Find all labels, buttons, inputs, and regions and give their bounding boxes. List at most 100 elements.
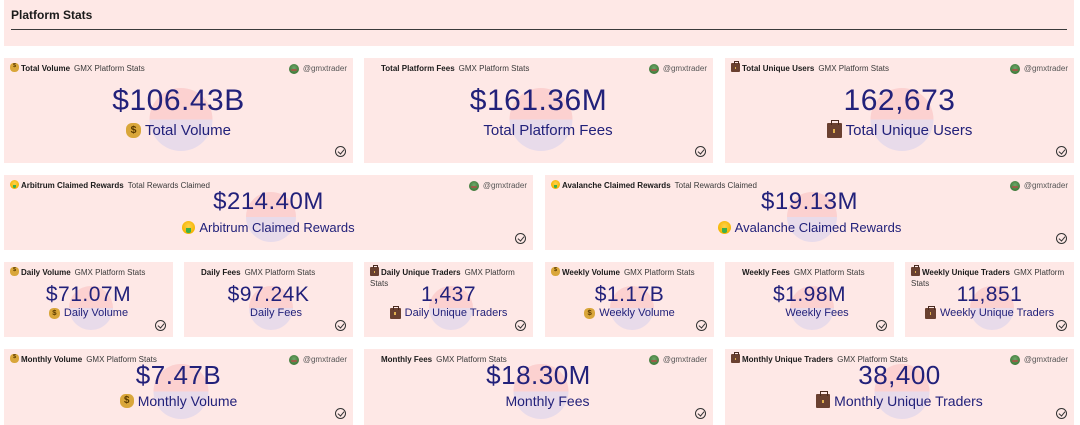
avatar-icon xyxy=(1009,63,1020,74)
stat-card-weekly-fees[interactable]: Weekly Fees GMX Platform Stats $1.98M Wee… xyxy=(725,262,894,337)
verified-check-icon[interactable] xyxy=(515,233,526,244)
author-link[interactable]: @gmxtrader xyxy=(1009,180,1068,191)
stat-card-weekly-unique-traders[interactable]: Weekly Unique Traders GMX Platform Stats … xyxy=(905,262,1074,337)
stat-label: Monthly Unique Traders xyxy=(725,391,1074,409)
divider xyxy=(11,29,1067,30)
stat-label-text: Monthly Fees xyxy=(505,393,590,409)
verified-check-icon[interactable] xyxy=(335,408,346,419)
card-subtitle: GMX Platform Stats xyxy=(244,268,316,277)
money-bag-icon xyxy=(10,354,19,363)
verified-check-icon[interactable] xyxy=(335,320,346,331)
card-subtitle: GMX Platform Stats xyxy=(86,355,157,364)
money-mouth-face-icon xyxy=(551,180,560,189)
stat-value: 11,851 xyxy=(956,283,1023,306)
verified-check-icon[interactable] xyxy=(1056,408,1067,419)
avatar-icon xyxy=(1009,180,1020,191)
watermark-logo-icon xyxy=(513,364,568,419)
card-title[interactable]: Daily Unique Traders xyxy=(381,268,461,277)
card-title[interactable]: Total Unique Users xyxy=(742,64,815,73)
card-title[interactable]: Total Platform Fees xyxy=(381,64,455,73)
card-header: Daily Fees GMX Platform Stats xyxy=(190,267,347,278)
card-title[interactable]: Weekly Volume xyxy=(562,268,620,277)
card-title[interactable]: Monthly Volume xyxy=(21,355,83,364)
card-title[interactable]: Daily Volume xyxy=(21,268,71,277)
author-link[interactable]: @gmxtrader xyxy=(288,63,347,74)
briefcase-icon xyxy=(816,391,831,408)
avatar-icon xyxy=(468,180,479,191)
stat-label: Weekly Fees xyxy=(725,307,894,320)
card-header: Weekly Unique Traders GMX Platform Stats xyxy=(911,265,1068,289)
verified-check-icon[interactable] xyxy=(695,146,706,157)
stat-label: Weekly Volume xyxy=(545,307,714,320)
card-title[interactable]: Weekly Fees xyxy=(742,268,790,277)
card-title[interactable]: Daily Fees xyxy=(201,268,241,277)
money-mouth-face-icon xyxy=(182,221,196,234)
stat-value: $1.98M xyxy=(772,283,847,306)
stat-value: $161.36M xyxy=(469,84,608,117)
stat-label: Daily Fees xyxy=(184,307,353,320)
avatar-icon xyxy=(648,354,659,365)
stat-label-text: Total Volume xyxy=(145,122,231,139)
verified-check-icon[interactable] xyxy=(1056,320,1067,331)
author-link[interactable]: @gmxtrader xyxy=(468,180,527,191)
stat-card-total-platform-fees[interactable]: Total Platform Fees GMX Platform Stats @g… xyxy=(364,58,713,163)
stat-card-daily-fees[interactable]: Daily Fees GMX Platform Stats $97.24K Dai… xyxy=(184,262,353,337)
briefcase-icon xyxy=(389,305,401,319)
card-subtitle: GMX Platform Stats xyxy=(436,355,507,364)
avatar-icon xyxy=(288,354,299,365)
avatar-icon xyxy=(288,63,299,74)
verified-check-icon[interactable] xyxy=(695,408,706,419)
verified-check-icon[interactable] xyxy=(335,146,346,157)
money-bag-icon xyxy=(584,308,596,319)
card-subtitle: GMX Platform Stats xyxy=(911,268,1065,288)
stat-card-avalanche-claimed-rewards[interactable]: Avalanche Claimed Rewards Total Rewards C… xyxy=(545,175,1074,250)
stat-value: $214.40M xyxy=(213,188,324,215)
stat-card-monthly-fees[interactable]: Monthly Fees GMX Platform Stats @gmxtrade… xyxy=(364,349,713,425)
stat-value: $71.07M xyxy=(45,283,132,306)
watermark-logo-icon xyxy=(248,286,293,330)
author-name: @gmxtrader xyxy=(1023,355,1068,364)
stat-card-arbitrum-claimed-rewards[interactable]: Arbitrum Claimed Rewards Total Rewards Cl… xyxy=(4,175,533,250)
watermark-logo-icon xyxy=(786,192,837,242)
briefcase-icon xyxy=(731,352,740,363)
stat-card-daily-unique-traders[interactable]: Daily Unique Traders GMX Platform Stats 1… xyxy=(364,262,533,337)
author-name: @gmxtrader xyxy=(662,355,707,364)
verified-check-icon[interactable] xyxy=(1056,233,1067,244)
briefcase-icon xyxy=(911,265,920,276)
stat-label-text: Daily Unique Traders xyxy=(404,307,508,319)
card-title[interactable]: Total Volume xyxy=(21,64,71,73)
stat-value: $18.30M xyxy=(486,360,591,390)
card-title[interactable]: Monthly Unique Traders xyxy=(742,355,834,364)
verified-check-icon[interactable] xyxy=(696,320,707,331)
verified-check-icon[interactable] xyxy=(876,320,887,331)
author-link[interactable]: @gmxtrader xyxy=(648,354,707,365)
stat-label: Total Unique Users xyxy=(725,120,1074,139)
card-header: Total Platform Fees GMX Platform Stats xyxy=(370,63,633,74)
author-link[interactable]: @gmxtrader xyxy=(1009,354,1068,365)
stat-card-total-unique-users[interactable]: Total Unique Users GMX Platform Stats @gm… xyxy=(725,58,1074,163)
author-link[interactable]: @gmxtrader xyxy=(288,354,347,365)
author-name: @gmxtrader xyxy=(1023,181,1068,190)
verified-check-icon[interactable] xyxy=(515,320,526,331)
verified-check-icon[interactable] xyxy=(155,320,166,331)
watermark-logo-icon xyxy=(609,286,654,330)
verified-check-icon[interactable] xyxy=(1056,146,1067,157)
stat-card-monthly-unique-traders[interactable]: Monthly Unique Traders GMX Platform Stats… xyxy=(725,349,1074,425)
card-title[interactable]: Avalanche Claimed Rewards xyxy=(562,181,671,190)
card-subtitle: GMX Platform Stats xyxy=(837,355,908,364)
stat-label: Arbitrum Claimed Rewards xyxy=(4,220,533,235)
card-title[interactable]: Monthly Fees xyxy=(381,355,433,364)
author-link[interactable]: @gmxtrader xyxy=(1009,63,1068,74)
briefcase-icon xyxy=(826,120,842,138)
author-link[interactable]: @gmxtrader xyxy=(648,63,707,74)
card-title[interactable]: Arbitrum Claimed Rewards xyxy=(21,181,124,190)
watermark-logo-icon xyxy=(149,88,212,151)
stat-label-text: Daily Volume xyxy=(63,307,129,319)
card-header: Total Unique Users GMX Platform Stats xyxy=(731,61,994,74)
card-title[interactable]: Weekly Unique Traders xyxy=(922,268,1010,277)
